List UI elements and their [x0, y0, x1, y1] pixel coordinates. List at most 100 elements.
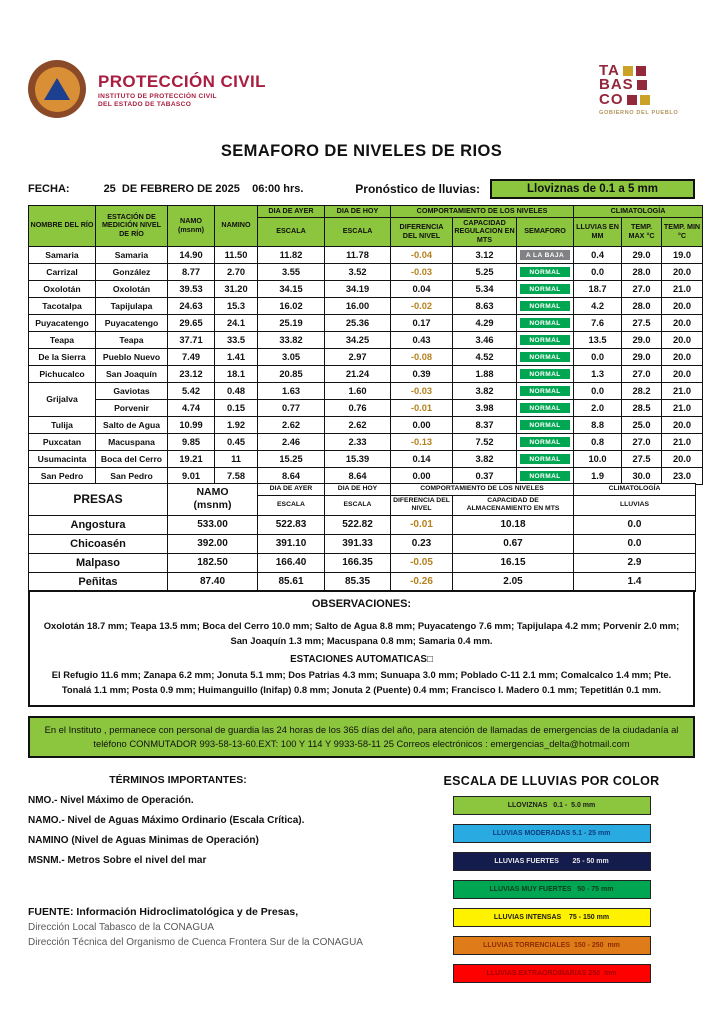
river-name: Tacotalpa — [28, 296, 96, 315]
temp-max-value: 27.0 — [621, 432, 663, 451]
presas-climatologia-header: CLIMATOLOGÍA — [573, 483, 696, 496]
river-row: Carrizal González 8.77 2.70 3.55 3.52 -0.03 5.2… — [28, 262, 704, 281]
namo-value: 37.71 — [167, 330, 215, 349]
yesterday-scale-value: 2.62 — [257, 415, 325, 434]
tabasco-glyph-icon — [622, 66, 633, 77]
namo-value: 5.42 — [167, 381, 215, 400]
presa-storage-capacity-value: 16.15 — [452, 552, 574, 573]
namo-value: 19.21 — [167, 449, 215, 468]
river-name: Grijalva — [28, 381, 96, 417]
terminos-title: TÉRMINOS IMPORTANTES: — [109, 774, 247, 787]
level-difference-value: 0.39 — [390, 364, 453, 383]
namino-value: 0.45 — [214, 432, 258, 451]
regulation-capacity-value: 5.34 — [452, 279, 517, 298]
brand-title: PROTECCIÓN CIVIL — [98, 72, 266, 91]
page-title: SEMAFORO DE NIVELES DE RIOS — [220, 142, 503, 160]
semaforo-cell: NORMAL — [515, 449, 575, 468]
level-difference-value: 0.00 — [390, 415, 453, 434]
presa-storage-capacity-value: 0.67 — [452, 533, 574, 554]
namo-value: 24.63 — [167, 296, 215, 315]
rivers-table: NOMBRE DEL RÍO ESTACIÓN DE MEDICIÓN NIVE… — [28, 205, 704, 485]
temp-max-value: 28.0 — [621, 296, 663, 315]
semaforo-status-badge: NORMAL — [520, 351, 571, 362]
rain-mm-value: 4.2 — [573, 296, 623, 315]
river-row: Samaria Samaria 14.90 11.50 11.82 11.78 -0.04 3… — [28, 245, 704, 264]
river-name: San Pedro — [28, 466, 96, 485]
presa-today-value: 522.82 — [324, 514, 391, 535]
presas-capacidad-header: CAPACIDAD DE ALMACENAMIENTO EN MTS — [452, 494, 574, 516]
station-name: Porvenir — [95, 398, 168, 417]
emergency-info-band: En el Instituto , permanece con personal… — [28, 716, 695, 759]
namino-value: 2.70 — [214, 262, 258, 281]
station-name: Pueblo Nuevo — [95, 347, 168, 366]
semaforo-cell: NORMAL — [515, 381, 575, 400]
river-row: Tacotalpa Tapijulapa 24.63 15.3 16.02 16.00 -0… — [28, 296, 704, 315]
presa-difference-value: -0.01 — [390, 514, 453, 535]
termino-item: MSNM.- Metros Sobre el nivel del mar — [28, 855, 207, 867]
level-difference-value: 0.43 — [390, 330, 453, 349]
yesterday-scale-value: 20.85 — [257, 364, 325, 383]
namino-value: 24.1 — [214, 313, 258, 332]
page-header: PROTECCIÓN CIVIL INSTITUTO DE PROTECCIÓN… — [28, 60, 695, 132]
semaforo-header: SEMAFORO — [515, 216, 575, 247]
river-row: Oxolotán Oxolotán 39.53 31.20 34.15 34.19 0.04… — [28, 279, 704, 298]
station-name: Boca del Cerro — [95, 449, 168, 468]
semaforo-status-badge: NORMAL — [520, 317, 571, 328]
namo-header-line2: (msnm) — [178, 224, 204, 234]
yesterday-scale-value: 33.82 — [257, 330, 325, 349]
rain-scale-title: ESCALA DE LLUVIAS POR COLOR — [443, 774, 660, 789]
river-row: Pichucalco San Joaquín 23.12 18.1 20.85 21.24… — [28, 364, 704, 383]
yesterday-scale-value: 8.64 — [257, 466, 325, 485]
rain-scale-bar: LLUVIAS EXTRAORDINARIAS 250 mm — [452, 964, 651, 984]
observaciones-line1: Oxolotán 18.7 mm; Teapa 13.5 mm; Boca de… — [43, 620, 680, 647]
river-name: Teapa — [28, 330, 96, 349]
presa-namo-value: 182.50 — [167, 552, 258, 573]
capacidad-header: CAPACIDAD REGULACION EN MTS — [452, 216, 517, 247]
river-name: Samaria — [28, 245, 96, 264]
temp-min-value: 23.0 — [661, 466, 704, 485]
presas-namo-line2: (msnm) — [193, 499, 232, 512]
temp-min-value: 21.0 — [661, 381, 704, 400]
observaciones-title: OBSERVACIONES: — [311, 598, 412, 611]
station-name: Samaria — [95, 245, 168, 264]
observaciones-line2: El Refugio 11.6 mm; Zanapa 6.2 mm; Jonut… — [51, 669, 672, 696]
temp-max-value: 27.5 — [621, 449, 663, 468]
station-name: San Joaquín — [95, 364, 168, 383]
today-scale-value: 3.52 — [324, 262, 391, 281]
regulation-capacity-value: 0.37 — [452, 466, 517, 485]
tabasco-letters: BAS — [599, 76, 634, 94]
today-scale-value: 1.60 — [324, 381, 391, 400]
level-difference-value: -0.01 — [390, 398, 453, 417]
tabasco-glyph-icon — [639, 94, 650, 105]
regulation-capacity-value: 3.46 — [452, 330, 517, 349]
presas-header: PRESAS — [28, 483, 168, 516]
presas-comportamiento-header: COMPORTAMIENTO DE LOS NIVELES — [390, 483, 574, 496]
presa-row: Peñitas 87.40 85.61 85.35 -0.26 2.05 1.4 — [28, 571, 696, 592]
namo-header-line1: NAMO — [180, 216, 202, 226]
temp-max-value: 27.0 — [621, 279, 663, 298]
temp-min-value: 20.0 — [661, 449, 704, 468]
temp-max-value: 25.0 — [621, 415, 663, 434]
temp-min-header: TEMP. MIN °C — [661, 216, 704, 247]
yesterday-scale-value: 3.55 — [257, 262, 325, 281]
temp-max-header: TEMP. MAX °C — [621, 216, 663, 247]
temp-max-value: 28.5 — [621, 398, 663, 417]
namino-value: 31.20 — [214, 279, 258, 298]
namo-value: 4.74 — [167, 398, 215, 417]
regulation-capacity-value: 3.12 — [452, 245, 517, 264]
yesterday-scale-value: 2.46 — [257, 432, 325, 451]
level-difference-value: -0.13 — [390, 432, 453, 451]
semaforo-status-badge: NORMAL — [520, 470, 571, 481]
rain-mm-value: 0.0 — [573, 262, 623, 281]
namo-value: 14.90 — [167, 245, 215, 264]
river-row: Puyacatengo Puyacatengo 29.65 24.1 25.19 25.3… — [28, 313, 704, 332]
termino-item: NAMO.- Nivel de Aguas Máximo Ordinario (… — [28, 815, 305, 827]
station-name: Tapijulapa — [95, 296, 168, 315]
temp-min-value: 20.0 — [661, 364, 704, 383]
presa-difference-value: 0.23 — [390, 533, 453, 554]
level-difference-value: -0.04 — [390, 245, 453, 264]
presa-rain-value: 2.9 — [573, 552, 696, 573]
namino-value: 33.5 — [214, 330, 258, 349]
proteccion-civil-brand: PROTECCIÓN CIVIL INSTITUTO DE PROTECCIÓN… — [28, 60, 266, 118]
temp-max-value: 27.0 — [621, 364, 663, 383]
